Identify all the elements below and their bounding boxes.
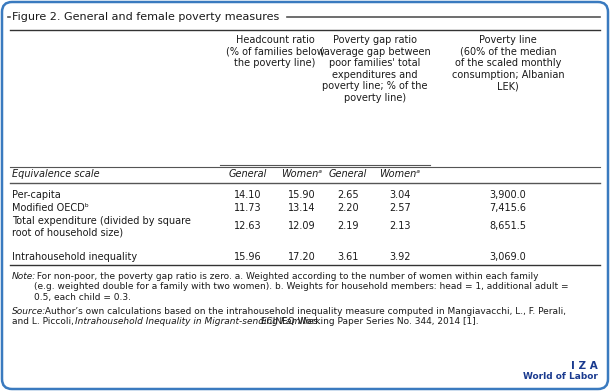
Text: 3.04: 3.04 xyxy=(389,190,411,200)
Text: 12.09: 12.09 xyxy=(288,221,316,231)
Text: Headcount ratio
(% of families below
the poverty line): Headcount ratio (% of families below the… xyxy=(226,35,325,68)
Text: Source:: Source: xyxy=(12,307,46,316)
Text: 11.73: 11.73 xyxy=(234,203,262,213)
Text: 15.96: 15.96 xyxy=(234,252,262,262)
Text: 3,900.0: 3,900.0 xyxy=(490,190,526,200)
Text: 3,069.0: 3,069.0 xyxy=(490,252,526,262)
Text: 8,651.5: 8,651.5 xyxy=(489,221,526,231)
Text: Modified OECDᵇ: Modified OECDᵇ xyxy=(12,203,89,213)
Text: 7,415.6: 7,415.6 xyxy=(489,203,526,213)
Text: 3.61: 3.61 xyxy=(337,252,359,262)
Text: 3.92: 3.92 xyxy=(389,252,411,262)
Text: Intrahousehold inequality: Intrahousehold inequality xyxy=(12,252,137,262)
Text: 15.90: 15.90 xyxy=(288,190,316,200)
Text: 2.57: 2.57 xyxy=(389,203,411,213)
Text: Poverty line
(60% of the median
of the scaled monthly
consumption; Albanian
LEK): Poverty line (60% of the median of the s… xyxy=(451,35,564,91)
Text: Womenᵃ: Womenᵃ xyxy=(379,169,420,179)
Text: 12.63: 12.63 xyxy=(234,221,262,231)
Text: ECINEQ Working Paper Series No. 344, 2014 [1].: ECINEQ Working Paper Series No. 344, 201… xyxy=(258,317,479,326)
Text: Womenᵃ: Womenᵃ xyxy=(281,169,323,179)
Text: General: General xyxy=(329,169,367,179)
Text: 13.14: 13.14 xyxy=(289,203,316,213)
Text: Note:: Note: xyxy=(12,272,36,281)
Text: 2.65: 2.65 xyxy=(337,190,359,200)
Text: Poverty gap ratio
(average gap between
poor families' total
expenditures and
pov: Poverty gap ratio (average gap between p… xyxy=(320,35,431,103)
Text: World of Labor: World of Labor xyxy=(523,372,598,381)
Text: I Z A: I Z A xyxy=(571,361,598,371)
Text: and L. Piccoli,: and L. Piccoli, xyxy=(12,317,77,326)
Text: 17.20: 17.20 xyxy=(288,252,316,262)
Text: For non-poor, the poverty gap ratio is zero. a. Weighted according to the number: For non-poor, the poverty gap ratio is z… xyxy=(34,272,569,302)
Text: General: General xyxy=(229,169,267,179)
Text: 2.20: 2.20 xyxy=(337,203,359,213)
Text: Equivalence scale: Equivalence scale xyxy=(12,169,99,179)
Text: Per-capita: Per-capita xyxy=(12,190,61,200)
Text: Intrahousehold Inequality in Migrant-sending Families.: Intrahousehold Inequality in Migrant-sen… xyxy=(75,317,321,326)
Text: 2.13: 2.13 xyxy=(389,221,411,231)
Text: 2.19: 2.19 xyxy=(337,221,359,231)
Text: 14.10: 14.10 xyxy=(234,190,262,200)
Text: Total expenditure (divided by square
root of household size): Total expenditure (divided by square roo… xyxy=(12,216,191,238)
Text: Author’s own calculations based on the intrahousehold inequality measure compute: Author’s own calculations based on the i… xyxy=(42,307,566,316)
Text: Figure 2. General and female poverty measures: Figure 2. General and female poverty mea… xyxy=(12,12,279,22)
